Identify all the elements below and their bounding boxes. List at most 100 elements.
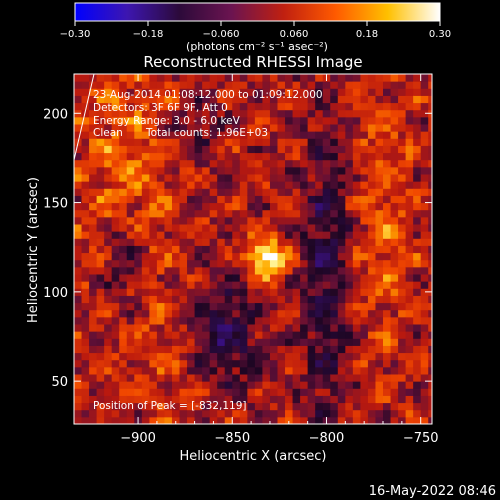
heatmap-cell <box>413 324 422 332</box>
heatmap-cell <box>141 266 150 275</box>
heatmap-cell <box>428 402 432 411</box>
heatmap-cell <box>239 81 248 89</box>
heatmap-cell <box>375 238 384 246</box>
heatmap-cell <box>126 238 135 246</box>
heatmap-cell <box>74 302 83 311</box>
heatmap-cell <box>398 338 407 346</box>
heatmap-cell <box>405 288 414 296</box>
heatmap-cell <box>413 309 422 318</box>
heatmap-cell <box>367 166 376 175</box>
heatmap-cell <box>292 352 301 361</box>
heatmap-cell <box>322 209 331 218</box>
heatmap-cell <box>171 316 181 325</box>
heatmap-cell <box>292 252 301 261</box>
heatmap-cell <box>262 131 271 139</box>
heatmap-cell <box>345 245 354 254</box>
heatmap-cell <box>156 352 165 361</box>
heatmap-cell <box>74 395 83 404</box>
heatmap-cell <box>104 388 113 396</box>
heatmap-cell <box>375 281 384 289</box>
heatmap-cell <box>428 381 432 389</box>
heatmap-cell <box>330 202 339 211</box>
heatmap-cell <box>352 181 361 189</box>
heatmap-cell <box>119 109 128 118</box>
heatmap-cell <box>149 266 158 275</box>
heatmap-cell <box>149 102 158 111</box>
heatmap-cell <box>420 216 429 225</box>
heatmap-cell <box>81 202 90 211</box>
heatmap-cell <box>164 195 173 204</box>
heatmap-cell <box>367 245 376 254</box>
heatmap-cell <box>171 88 181 96</box>
heatmap-cell <box>322 366 331 375</box>
heatmap-cell <box>74 409 83 418</box>
heatmap-cell <box>171 181 181 189</box>
heatmap-cell <box>420 295 429 304</box>
heatmap-cell <box>375 209 384 218</box>
heatmap-cell <box>375 388 384 396</box>
heatmap-cell <box>390 145 399 154</box>
heatmap-cell <box>74 374 83 382</box>
footer-date: 16-May-2022 08:46 <box>369 484 496 499</box>
heatmap-cell <box>330 231 339 239</box>
heatmap-cell <box>89 302 98 311</box>
heatmap-cell <box>149 359 158 368</box>
heatmap-cell <box>315 238 324 246</box>
heatmap-cell <box>194 195 203 204</box>
heatmap-cell <box>345 138 354 146</box>
heatmap-cell <box>171 345 181 354</box>
heatmap-cell <box>156 281 165 289</box>
heatmap-cell <box>390 81 399 89</box>
heatmap-cell <box>119 159 128 168</box>
heatmap-cell <box>330 302 339 311</box>
heatmap-cell <box>322 316 331 325</box>
heatmap-cell <box>292 74 301 82</box>
heatmap-cell <box>420 109 429 118</box>
heatmap-cell <box>428 209 432 218</box>
heatmap-cell <box>156 231 165 239</box>
heatmap-cell <box>247 138 256 146</box>
heatmap-cell <box>134 131 143 139</box>
heatmap-cell <box>307 359 316 368</box>
heatmap-cell <box>360 302 369 311</box>
heatmap-cell <box>134 374 143 382</box>
heatmap-cell <box>367 316 376 325</box>
heatmap-cell <box>141 231 150 239</box>
heatmap-cell <box>156 174 165 182</box>
heatmap-cell <box>104 381 113 389</box>
heatmap-cell <box>277 166 286 175</box>
heatmap-cell <box>224 374 233 382</box>
heatmap-cell <box>428 274 432 282</box>
heatmap-cell <box>262 302 271 311</box>
heatmap-cell <box>209 266 218 275</box>
heatmap-cell <box>398 209 407 218</box>
heatmap-cell <box>367 416 376 424</box>
heatmap-cell <box>292 366 301 375</box>
heatmap-cell <box>141 302 150 311</box>
heatmap-cell <box>322 166 331 175</box>
heatmap-cell <box>232 281 241 289</box>
heatmap-cell <box>194 316 203 325</box>
heatmap-cell <box>89 166 98 175</box>
heatmap-cell <box>300 409 309 418</box>
heatmap-cell <box>202 288 211 296</box>
annotation-energy-range: Energy Range: 3.0 - 6.0 keV <box>93 115 241 127</box>
heatmap-cell <box>337 174 346 182</box>
heatmap-cell <box>156 416 165 424</box>
heatmap-cell <box>285 352 294 361</box>
heatmap-cell <box>202 402 211 411</box>
heatmap-cell <box>292 309 301 318</box>
heatmap-cell <box>390 316 399 325</box>
heatmap-cell <box>141 381 150 389</box>
heatmap-cell <box>262 316 271 325</box>
heatmap-cell <box>81 352 90 361</box>
heatmap-cell <box>262 338 271 346</box>
heatmap-cell <box>202 259 211 268</box>
heatmap-cell <box>217 188 226 196</box>
heatmap-cell <box>292 381 301 389</box>
heatmap-cell <box>171 224 181 232</box>
heatmap-cell <box>217 238 226 246</box>
heatmap-cell <box>81 374 90 382</box>
heatmap-cell <box>413 288 422 296</box>
heatmap-cell <box>285 145 294 154</box>
